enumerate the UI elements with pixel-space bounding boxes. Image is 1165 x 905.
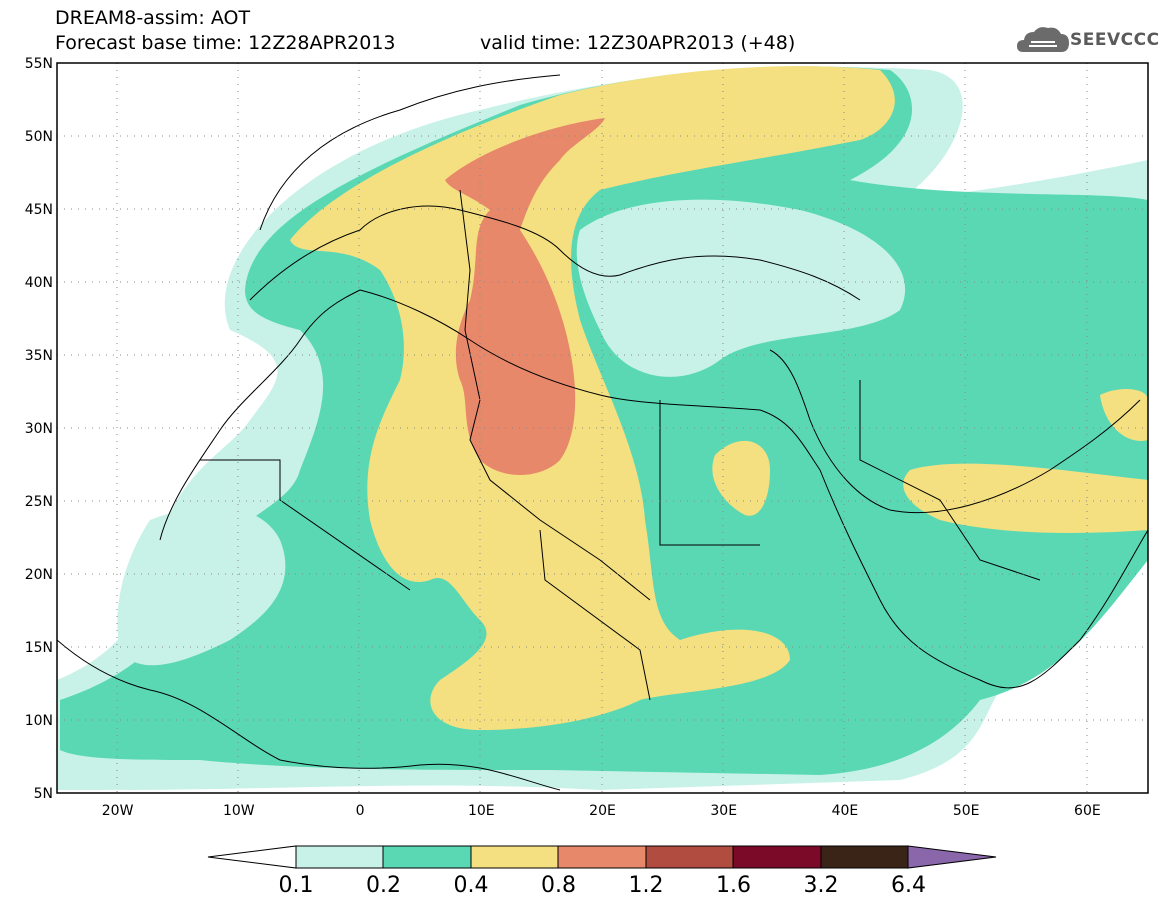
lat-label: 5N [34,786,53,802]
colorbar-bin-0.4 [470,845,559,869]
colorbar-tick-label: 0.4 [454,873,489,898]
lat-label: 30N [25,421,53,437]
aot-band-0.8 [445,118,605,475]
lon-label: 30E [710,803,737,819]
map-title: DREAM8-assim: AOT [55,7,251,29]
colorbar-over-triangle [907,845,997,869]
colorbar-tick-label: 1.6 [716,873,751,898]
plot-frame [56,62,1149,794]
lat-label: 45N [25,202,53,218]
coastlines [57,74,1148,791]
colorbar-bin-1.6 [732,845,822,869]
latitude-labels: 55N 50N 45N 40N 35N 30N 25N 20N 15N 10N 5N [25,56,53,802]
colorbar-tick-label: 1.2 [629,873,664,898]
lon-label: 10W [223,803,255,819]
graticule [57,63,1148,793]
forecast-base-time: Forecast base time: 12Z28APR2013 [55,32,396,54]
seevccc-logo [1017,27,1069,52]
lat-label: 50N [25,129,53,145]
lon-label: 40E [832,803,859,819]
lon-label: 50E [953,803,980,819]
lat-label: 40N [25,275,53,291]
lat-label: 55N [25,56,53,72]
lat-label: 10N [25,713,53,729]
aot-band-0.1-africa-west [117,506,286,666]
colorbar-bin-3.2 [820,845,909,869]
colorbar-under-triangle [207,845,297,869]
longitude-labels: 20W 10W 0 10E 20E 30E 40E 50E 60E [102,803,1101,819]
lat-label: 25N [25,494,53,510]
lon-label: 20E [589,803,616,819]
colorbar-bin-0.2 [382,845,472,869]
lon-label: 10E [468,803,495,819]
aot-field [57,63,1148,793]
aot-band-0.4 [290,66,895,730]
lon-label: 60E [1074,803,1101,819]
aot-band-0.4-arabia [903,463,1148,533]
lat-label: 15N [25,640,53,656]
logo-text: SEEVCCC [1070,30,1160,50]
lon-label: 0 [356,803,365,819]
colorbar-tick-label: 0.8 [541,873,576,898]
valid-time: valid time: 12Z30APR2013 (+48) [480,32,796,54]
colorbar-bin-1.2 [645,845,734,869]
lat-label: 35N [25,348,53,364]
colorbar [207,845,997,869]
colorbar-tick-label: 6.4 [891,873,926,898]
colorbar-tick-label: 0.2 [366,873,401,898]
lat-label: 20N [25,567,53,583]
colorbar-tick-label: 0.1 [279,873,314,898]
cloud-icon [1017,27,1069,52]
colorbar-bin-0.8 [557,845,647,869]
aot-band-0.1-east-med [576,199,906,377]
colorbar-labels: 0.1 0.2 0.4 0.8 1.2 1.6 3.2 6.4 [279,873,927,898]
colorbar-tick-label: 3.2 [804,873,839,898]
colorbar-bin-0.1 [295,845,384,869]
lon-label: 20W [102,803,134,819]
aot-band-0.4-red-sea [712,440,770,516]
